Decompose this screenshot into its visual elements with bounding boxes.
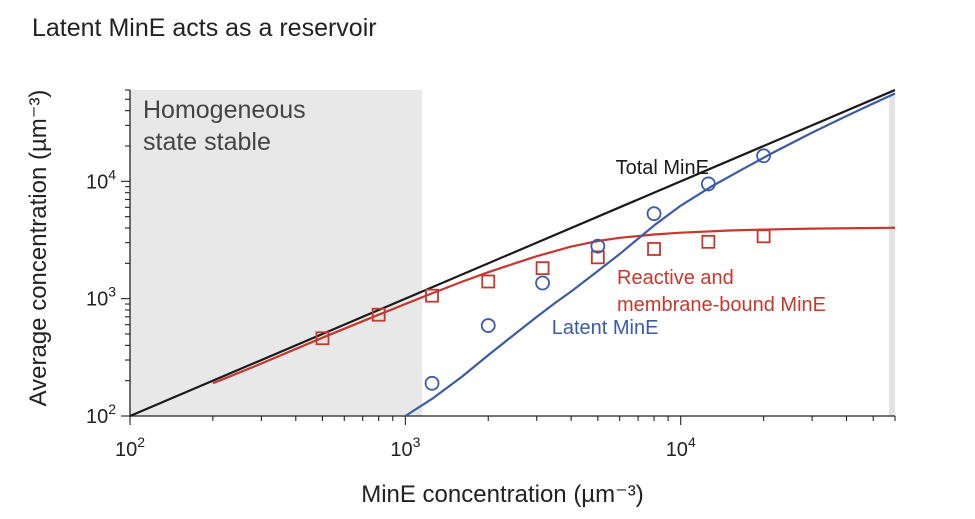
latent-mine-data-point	[480, 318, 496, 333]
y-axis-title: Average concentration (µm⁻³)	[25, 90, 52, 407]
x-tick-label: 104	[666, 434, 696, 461]
y-tick-label: 103	[86, 284, 116, 311]
x-axis-title: MinE concentration (µm⁻³)	[361, 481, 644, 508]
latent-mine-data-point	[535, 275, 550, 291]
homogeneous-region	[130, 90, 423, 416]
series-label: Latent MinE	[552, 317, 659, 339]
reactive-mine-data-point	[371, 307, 386, 322]
labels-layer: Homogeneous state stable Total MinE Latent …	[143, 96, 826, 339]
reactive-mine-data-point	[315, 331, 330, 346]
reactive-mine-data-point	[481, 274, 496, 289]
reactive-mine-data-point	[756, 229, 771, 244]
homogeneous-region-label: state stable	[143, 128, 271, 156]
reactive-mine-label: Reactive and	[617, 267, 734, 289]
latent-mine-data-point	[756, 148, 772, 164]
reactive-mine-data-point	[425, 288, 439, 303]
latent-mine-data-point	[590, 238, 606, 254]
axes-layer: 102 103 104 102 103 104 MinE concentration (µm…	[25, 89, 896, 508]
reactive-mine-data-point	[647, 242, 661, 256]
reactive-mine-data-point	[535, 261, 550, 276]
reactive-mine-data-point	[590, 250, 605, 265]
latent-mine-data-point	[700, 176, 716, 192]
background-layer	[130, 90, 895, 416]
homogeneous-region-label: Homogeneous	[143, 96, 306, 124]
y-tick-label: 104	[86, 166, 116, 193]
y-tick-label: 102	[86, 401, 116, 428]
reactive-mine-data-point	[701, 234, 716, 249]
latent-mine-data-point	[424, 375, 440, 391]
series-label: Total MinE	[616, 157, 709, 179]
latent-mine-line	[404, 92, 896, 417]
x-tick-label: 103	[390, 434, 420, 461]
latent-mine-data-point	[646, 206, 662, 222]
x-tick-label: 102	[115, 434, 145, 461]
reactive-mine-label: membrane-bound MinE	[617, 294, 826, 316]
series-layer	[129, 88, 896, 418]
right-edge-band	[888, 90, 895, 416]
total-mine-line	[129, 88, 896, 418]
chart-title: Latent MinE acts as a reservoir	[32, 14, 377, 42]
